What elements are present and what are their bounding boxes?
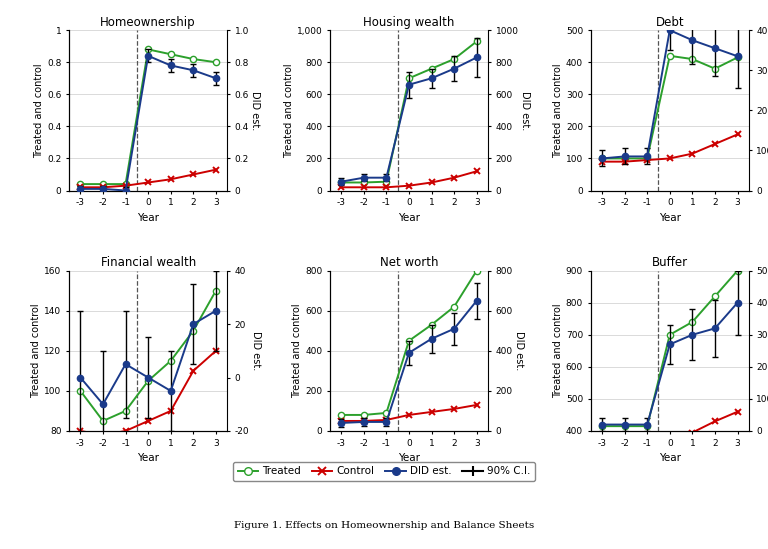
- Legend: Treated, Control, DID est., 90% C.I.: Treated, Control, DID est., 90% C.I.: [233, 462, 535, 481]
- Y-axis label: Treated and control: Treated and control: [553, 304, 563, 398]
- Title: Net worth: Net worth: [379, 256, 439, 270]
- Y-axis label: DID est.: DID est.: [514, 331, 524, 371]
- X-axis label: Year: Year: [659, 453, 680, 463]
- Title: Buffer: Buffer: [652, 256, 688, 270]
- Y-axis label: DID est.: DID est.: [250, 331, 260, 371]
- Y-axis label: Treated and control: Treated and control: [31, 304, 41, 398]
- X-axis label: Year: Year: [137, 212, 159, 223]
- Y-axis label: Treated and control: Treated and control: [553, 63, 563, 158]
- X-axis label: Year: Year: [137, 453, 159, 463]
- Y-axis label: DID est.: DID est.: [250, 91, 260, 130]
- Title: Housing wealth: Housing wealth: [363, 16, 455, 29]
- Y-axis label: Treated and control: Treated and control: [293, 304, 303, 398]
- X-axis label: Year: Year: [398, 453, 420, 463]
- Title: Homeownership: Homeownership: [101, 16, 196, 29]
- Text: Figure 1. Effects on Homeownership and Balance Sheets: Figure 1. Effects on Homeownership and B…: [234, 521, 534, 530]
- X-axis label: Year: Year: [398, 212, 420, 223]
- Title: Financial wealth: Financial wealth: [101, 256, 196, 270]
- Y-axis label: DID est.: DID est.: [520, 91, 530, 130]
- X-axis label: Year: Year: [659, 212, 680, 223]
- Y-axis label: Treated and control: Treated and control: [35, 63, 45, 158]
- Title: Debt: Debt: [655, 16, 684, 29]
- Y-axis label: Treated and control: Treated and control: [283, 63, 294, 158]
